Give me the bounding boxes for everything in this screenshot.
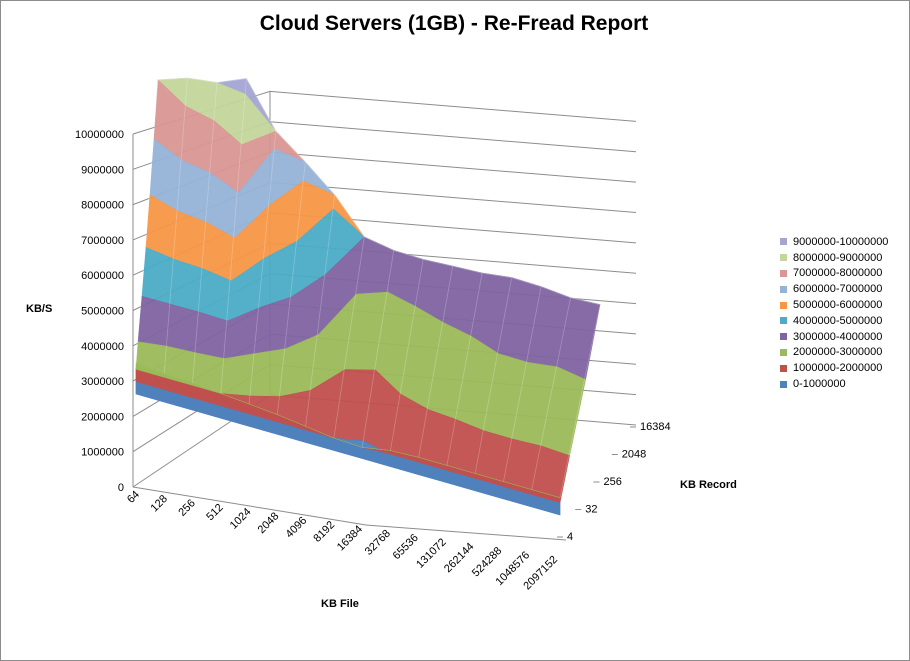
legend-item: 7000000-8000000 — [780, 266, 905, 282]
y-tick-label: 0 — [118, 482, 124, 494]
legend-label: 5000000-6000000 — [793, 299, 883, 312]
surface-mesh-line — [192, 82, 218, 383]
legend-swatch — [780, 269, 787, 277]
y-tick-label: 9000000 — [81, 164, 124, 176]
legend-swatch — [780, 380, 787, 388]
legend-item: 1000000-2000000 — [780, 360, 905, 376]
y-tick-label: 7000000 — [81, 235, 124, 247]
surface-mesh-line — [361, 250, 395, 448]
surface-mesh-line — [418, 266, 454, 458]
x-tick-label: 2048 — [256, 510, 282, 536]
floor-edge — [365, 524, 567, 541]
x-tick-label: 4096 — [284, 515, 310, 541]
surface-mesh-line — [390, 259, 424, 451]
surface-mesh-line — [531, 297, 571, 490]
x-tick-label: 65536 — [391, 532, 421, 562]
legend-swatch — [780, 254, 787, 262]
legend-item: 2000000-3000000 — [780, 345, 905, 361]
x-tick-label: 512 — [204, 502, 225, 523]
y-axis-title: KB/S — [26, 303, 53, 315]
legend-label: 4000000-5000000 — [793, 314, 883, 327]
legend-label: 6000000-7000000 — [793, 283, 883, 296]
legend-swatch — [780, 364, 787, 372]
legend-swatch — [780, 333, 787, 341]
y-tick-label: 10000000 — [75, 129, 124, 141]
x-tick-label: 16384 — [335, 523, 365, 553]
y-tick-label: 4000000 — [81, 341, 124, 353]
y-tick-label: 6000000 — [81, 270, 124, 282]
surface-ridge — [157, 77, 601, 306]
y-tick-label: 2000000 — [81, 411, 124, 423]
x-tick-label: 32768 — [363, 528, 393, 558]
legend-swatch — [780, 238, 787, 246]
legend-label: 7000000-8000000 — [793, 267, 883, 280]
surface-mesh-line — [220, 78, 247, 394]
surface-mesh-line — [248, 131, 277, 405]
legend-swatch — [780, 285, 787, 293]
legend-item: 9000000-10000000 — [780, 234, 905, 250]
surface-mesh-line — [559, 304, 601, 498]
x-tick-label: 256 — [176, 497, 197, 518]
legend-item: 8000000-9000000 — [780, 250, 905, 266]
x-tick-label: 8192 — [311, 519, 337, 545]
surface-mesh-line — [163, 77, 188, 374]
surface-mesh-line — [333, 236, 365, 439]
legend-label: 3000000-4000000 — [793, 330, 883, 343]
x-tick-label: 1024 — [228, 506, 254, 532]
z-axis-title: KB Record — [680, 479, 737, 491]
y-tick-label: 3000000 — [81, 376, 124, 388]
legend-item: 0-1000000 — [780, 376, 905, 392]
surface-mesh-line — [503, 286, 542, 482]
y-tick-label: 5000000 — [81, 306, 124, 318]
legend-label: 1000000-2000000 — [793, 362, 883, 375]
legend-label: 8000000-9000000 — [793, 251, 883, 264]
legend-item: 3000000-4000000 — [780, 329, 905, 345]
y-tick-label: 1000000 — [81, 447, 124, 459]
z-tick-label: 32 — [585, 504, 597, 516]
legend-item: 5000000-6000000 — [780, 297, 905, 313]
y-tick-label: 8000000 — [81, 200, 124, 212]
legend-item: 4000000-5000000 — [780, 313, 905, 329]
surface-mesh-line — [276, 162, 306, 415]
z-tick-label: 16384 — [640, 421, 671, 433]
surface-front-band — [135, 362, 561, 498]
x-tick-label: 64 — [125, 489, 142, 506]
surface-mesh-line — [446, 272, 483, 466]
z-tick-label: 2048 — [622, 449, 646, 461]
legend: 9000000-10000000 8000000-9000000 7000000-8… — [780, 234, 905, 392]
legend-swatch — [780, 317, 787, 325]
legend-item: 6000000-7000000 — [780, 281, 905, 297]
legend-label: 9000000-10000000 — [793, 235, 889, 248]
x-axis-line — [132, 486, 367, 526]
surface-mesh-line — [135, 79, 159, 364]
z-tick-label: 4 — [567, 531, 573, 543]
surface-mesh-line — [305, 195, 336, 427]
x-axis-title: KB File — [321, 598, 359, 610]
legend-swatch — [780, 348, 787, 356]
legend-swatch — [780, 301, 787, 309]
chart-title: Cloud Servers (1GB) - Re-Fread Report — [259, 12, 649, 35]
x-tick-label: 128 — [149, 493, 170, 514]
legend-label: 0-1000000 — [793, 378, 846, 391]
legend-label: 2000000-3000000 — [793, 346, 883, 359]
z-tick-label: 256 — [604, 476, 622, 488]
surface-mesh-line — [474, 277, 512, 474]
